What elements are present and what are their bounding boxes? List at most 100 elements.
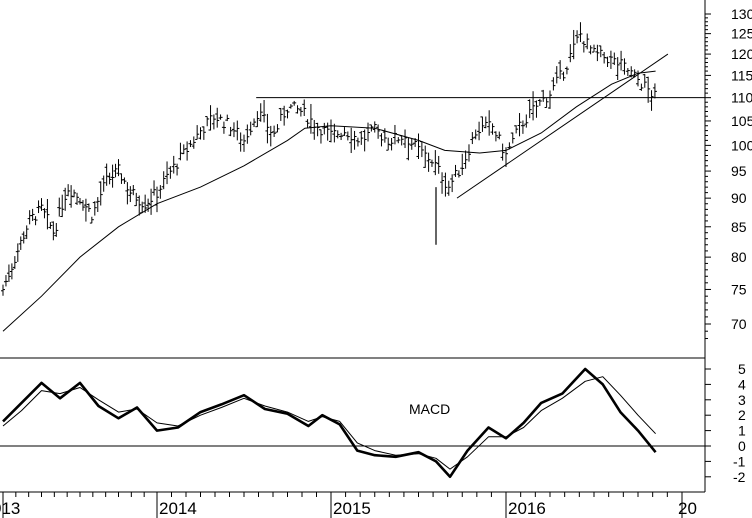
price-bar — [416, 133, 421, 160]
price-bar — [54, 223, 59, 237]
price-bar — [548, 90, 552, 109]
price-y-tick-label: 70 — [731, 316, 747, 332]
price-bar — [168, 166, 173, 179]
price-bar — [517, 113, 522, 137]
price-bar — [622, 58, 627, 75]
price-bar — [332, 123, 337, 143]
price-bar — [33, 216, 38, 226]
price-bar — [101, 175, 106, 192]
price-bar — [302, 99, 307, 117]
price-bar — [75, 192, 80, 205]
price-bar — [646, 76, 651, 103]
price-bar — [487, 110, 492, 136]
price-bar — [342, 127, 347, 136]
price-bar — [578, 22, 583, 43]
price-bar — [376, 124, 381, 139]
price-y-tick-label: 75 — [731, 281, 747, 297]
price-bar — [45, 198, 50, 230]
price-bar — [298, 106, 303, 117]
price-y-tick-label: 115 — [731, 67, 752, 83]
price-bar — [238, 132, 243, 152]
price-bar — [443, 172, 448, 197]
price-bar — [463, 150, 468, 169]
price-bar — [161, 171, 166, 190]
x-tick-label: 2016 — [508, 499, 546, 518]
price-bar — [191, 136, 196, 149]
price-bar — [595, 44, 600, 62]
price-y-tick-label: 110 — [731, 90, 752, 106]
macd-y-tick-label: -2 — [733, 469, 746, 485]
price-bar — [18, 236, 23, 250]
price-bar — [423, 145, 428, 168]
price-bar — [305, 119, 310, 129]
price-bar — [143, 194, 148, 213]
price-bar — [355, 137, 360, 147]
price-bar — [107, 172, 112, 185]
price-bar — [195, 125, 200, 140]
price-bar — [205, 116, 210, 127]
price-bar — [198, 127, 203, 140]
price-bar — [285, 109, 290, 119]
price-bar — [490, 123, 495, 135]
price-bar — [639, 83, 644, 91]
price-bar — [372, 121, 377, 133]
price-bar — [339, 132, 344, 141]
price-bar — [175, 163, 180, 176]
price-bar — [248, 121, 253, 136]
price-bar — [30, 208, 35, 221]
price-bar — [477, 121, 482, 141]
x-tick-label: 2015 — [333, 499, 371, 518]
price-bar — [470, 132, 475, 145]
price-bar — [262, 99, 267, 123]
price-bar — [619, 50, 624, 71]
price-bar — [268, 125, 273, 147]
price-bar — [113, 163, 118, 178]
price-bar — [125, 182, 130, 205]
uptrend-line — [456, 53, 669, 199]
price-bar — [128, 186, 133, 203]
price-bar — [98, 181, 103, 206]
price-bar — [252, 118, 257, 127]
price-bar — [272, 125, 277, 137]
price-bar — [122, 177, 127, 184]
price-bar — [544, 98, 549, 108]
price-bar — [524, 114, 529, 128]
price-bar — [201, 126, 206, 140]
price-bar — [39, 198, 44, 211]
price-bar — [592, 44, 596, 53]
price-bar — [493, 131, 498, 142]
price-bar — [652, 83, 657, 99]
price-bar — [561, 71, 566, 81]
price-y-tick-label: 125 — [731, 26, 752, 42]
price-bar — [36, 200, 41, 214]
price-bar — [514, 125, 519, 134]
price-y-tick-label: 120 — [731, 46, 752, 62]
price-y-tick-label: 130 — [731, 6, 752, 22]
price-bar — [152, 180, 157, 196]
price-bar — [171, 155, 176, 174]
price-bar — [379, 133, 384, 147]
price-bar — [24, 225, 29, 240]
price-y-tick-label: 100 — [731, 137, 752, 153]
price-bar — [510, 132, 515, 144]
price-bar — [433, 150, 438, 176]
price-bar — [581, 41, 586, 53]
price-bar — [403, 129, 408, 149]
price-bar — [554, 66, 559, 84]
price-bar — [605, 56, 610, 67]
price-bar — [278, 107, 283, 121]
price-bar — [453, 164, 458, 177]
price-bar — [537, 98, 542, 106]
price-bar — [500, 143, 505, 161]
price-y-tick-label: 95 — [731, 163, 747, 179]
x-tick-label: 013 — [0, 499, 20, 518]
price-bar — [396, 137, 401, 144]
price-bar — [208, 105, 213, 131]
price-bar — [255, 111, 260, 128]
macd-y-tick-label: 5 — [738, 361, 746, 377]
price-bar — [258, 103, 263, 122]
price-bar — [288, 104, 293, 109]
macd-label: MACD — [409, 401, 450, 417]
price-bar — [551, 77, 556, 91]
